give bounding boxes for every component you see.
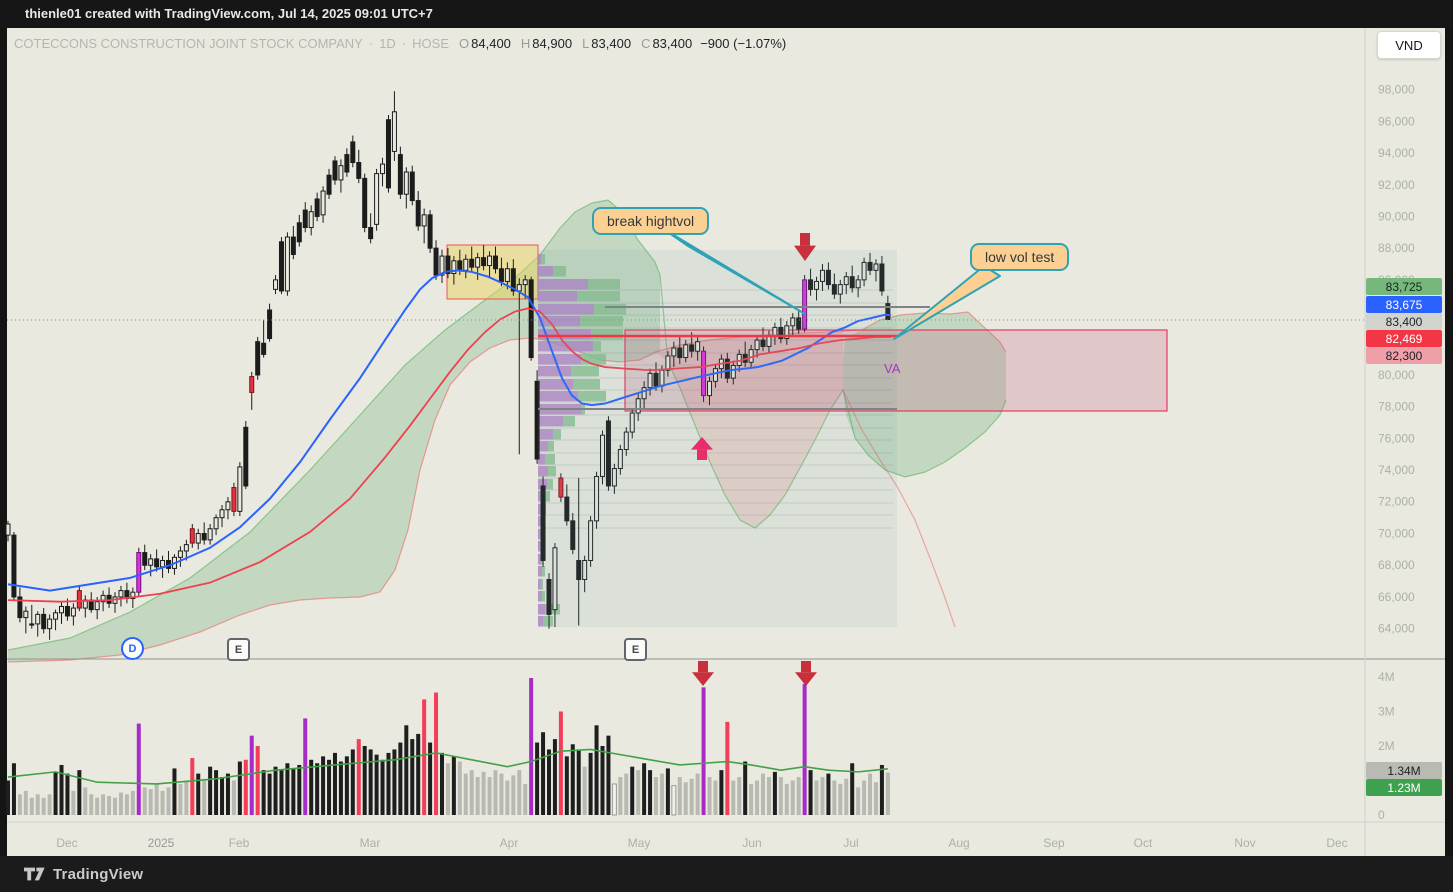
callout-tails[interactable] [661,227,1001,340]
red-down-arrow [801,661,811,673]
svg-text:76,000: 76,000 [1378,431,1415,445]
svg-text:78,000: 78,000 [1378,400,1415,414]
ma-blue-line [7,269,892,592]
close-value: 83,400 [652,35,693,51]
change-value: −900 (−1.07%) [700,35,787,51]
signal-arrows[interactable] [691,233,817,686]
value-area-label: VA [884,361,901,376]
legend-separator: · [368,35,374,51]
svg-text:Feb: Feb [229,836,250,850]
low-letter: L [582,35,590,51]
svg-text:88,000: 88,000 [1378,241,1415,255]
callout-break-hightvol[interactable]: break hightvol [592,207,710,235]
currency-button[interactable]: VND [1377,31,1441,59]
low-value: 83,400 [591,35,632,51]
svg-text:Oct: Oct [1134,836,1153,850]
symbol-legend: COTECCONS CONSTRUCTION JOINT STOCK COMPA… [14,35,786,51]
svg-text:70,000: 70,000 [1378,526,1415,540]
svg-text:94,000: 94,000 [1378,146,1415,160]
high-letter: H [520,35,531,51]
svg-text:Dec: Dec [1326,836,1347,850]
exchange-label: HOSE [412,35,450,51]
svg-text:64,000: 64,000 [1378,622,1415,636]
callout-tail [661,227,806,315]
price-label-last: 83,400 [1366,313,1442,330]
svg-text:May: May [628,836,651,850]
svg-text:96,000: 96,000 [1378,114,1415,128]
svg-text:Jun: Jun [742,836,761,850]
red-down-arrow [800,233,810,246]
svg-text:80,000: 80,000 [1378,368,1415,382]
volume-series [6,678,890,816]
svg-text:74,000: 74,000 [1378,463,1415,477]
svg-text:90,000: 90,000 [1378,210,1415,224]
tradingview-logo-text: TradingView [53,865,144,883]
footer-bar: TradingView [0,856,1453,892]
moving-averages [7,269,892,603]
svg-text:72,000: 72,000 [1378,495,1415,509]
open-letter: O [459,35,470,51]
ma-red-line [7,307,891,603]
earnings-marker[interactable]: E [624,638,647,661]
svg-text:Aug: Aug [948,836,969,850]
legend-separator: · [401,35,407,51]
svg-text:68,000: 68,000 [1378,558,1415,572]
svg-text:Jul: Jul [843,836,858,850]
callout-low-vol-test[interactable]: low vol test [970,243,1070,271]
svg-text:98,000: 98,000 [1378,83,1415,97]
svg-text:Sep: Sep [1043,836,1065,850]
red-down-arrow [698,661,708,673]
svg-text:3M: 3M [1378,705,1395,719]
svg-text:4M: 4M [1378,670,1395,684]
symbol-title[interactable]: COTECCONS CONSTRUCTION JOINT STOCK COMPA… [14,35,363,51]
volume-ma-line [7,748,888,785]
close-letter: C [641,35,651,51]
tradingview-logo-icon [24,867,45,881]
volume-label-last: 1.23M [1366,779,1442,796]
pink-up-arrow [691,437,713,450]
candlestick-series [5,91,891,640]
attribution-bar: thienle01 created with TradingView.com, … [0,0,1453,28]
svg-text:Nov: Nov [1234,836,1255,850]
yellow-consolidation-box [446,244,539,300]
callout-tail [893,265,1001,340]
svg-text:92,000: 92,000 [1378,178,1415,192]
svg-text:2M: 2M [1378,739,1395,753]
attribution-text: thienle01 created with TradingView.com, … [25,6,433,21]
svg-text:2025: 2025 [148,836,175,850]
interval-label[interactable]: 1D [379,35,396,51]
svg-text:Dec: Dec [56,836,77,850]
time-axis[interactable]: Dec 2025 Feb Mar Apr May Jun Jul Aug Sep Oct Nov Dec [56,836,1347,850]
profile-range-box [538,250,897,627]
high-value: 84,900 [532,35,573,51]
price-label-level-high: 83,725 [1366,278,1442,295]
svg-text:Mar: Mar [360,836,381,850]
open-value: 84,400 [471,35,511,51]
price-levels[interactable] [7,306,1365,410]
dividend-marker[interactable]: D [121,637,144,660]
earnings-marker[interactable]: E [227,638,250,661]
price-label-poc: 82,469 [1366,330,1442,347]
volume-label-ma: 1.34M [1366,762,1442,779]
tradingview-logo[interactable]: TradingView [24,864,143,884]
svg-text:66,000: 66,000 [1378,590,1415,604]
price-label-ma-slow: 82,300 [1366,347,1442,364]
price-label-ma-fast: 83,675 [1366,296,1442,313]
svg-text:0: 0 [1378,808,1385,822]
svg-text:Apr: Apr [500,836,519,850]
